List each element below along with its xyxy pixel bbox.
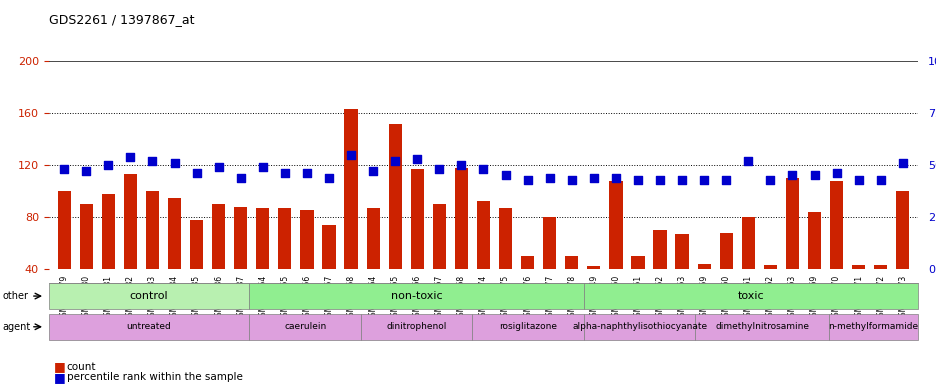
Point [872,177,887,183]
Point [850,177,865,183]
Bar [80,204,93,321]
Text: alpha-naphthylisothiocyanate: alpha-naphthylisothiocyanate [571,322,707,331]
Bar [696,264,710,321]
Text: percentile rank within the sample: percentile rank within the sample [66,372,242,382]
Bar [57,191,71,321]
Text: untreated: untreated [126,322,171,331]
Text: toxic: toxic [737,291,764,301]
Bar [256,208,270,321]
Bar [895,191,909,321]
Bar [212,204,225,321]
Point [189,170,204,177]
Point [895,160,910,166]
Bar [410,169,423,321]
Point [696,177,711,183]
Point [321,174,336,180]
Point [344,152,358,158]
Bar [675,234,688,321]
Bar [587,266,600,321]
Bar [432,204,446,321]
Bar [168,197,181,321]
Text: rosiglitazone: rosiglitazone [499,322,557,331]
Text: n-methylformamide: n-methylformamide [827,322,918,331]
Point [519,177,534,183]
Bar [719,233,732,321]
Text: count: count [66,362,95,372]
Bar [807,212,820,321]
Text: non-toxic: non-toxic [390,291,442,301]
Point [453,162,468,168]
Bar [300,210,314,321]
Bar [564,256,578,321]
Point [255,164,270,170]
Point [718,177,733,183]
Point [300,170,314,177]
Bar [102,194,115,321]
Text: control: control [129,291,168,301]
Bar [146,191,159,321]
Point [101,162,116,168]
Text: ■: ■ [53,371,66,384]
Point [277,170,292,177]
Point [740,158,755,164]
Point [630,177,645,183]
Bar [476,202,490,321]
Point [365,168,380,174]
Bar [543,217,556,321]
Point [674,177,689,183]
Bar [498,208,512,321]
Bar [124,174,137,321]
Point [607,174,622,180]
Bar [190,220,203,321]
Text: agent: agent [3,322,31,332]
Point [123,154,138,160]
Bar [829,181,842,321]
Text: dinitrophenol: dinitrophenol [386,322,446,331]
Point [784,172,799,179]
Point [806,172,821,179]
Point [431,166,446,172]
Bar [873,265,886,321]
Bar [741,217,754,321]
Point [56,166,71,172]
Point [167,160,182,166]
Bar [388,124,402,321]
Bar [608,181,622,321]
Point [762,177,777,183]
Point [409,156,424,162]
Bar [234,207,247,321]
Point [498,172,513,179]
Point [79,168,94,174]
Point [145,158,160,164]
Bar [344,109,358,321]
Bar [366,208,379,321]
Point [211,164,226,170]
Bar [454,168,468,321]
Bar [631,256,644,321]
Text: GDS2261 / 1397867_at: GDS2261 / 1397867_at [49,13,194,26]
Text: other: other [3,291,29,301]
Point [542,174,557,180]
Point [475,166,490,172]
Bar [763,265,776,321]
Point [388,158,402,164]
Text: caerulein: caerulein [284,322,326,331]
Point [651,177,666,183]
Point [586,174,601,180]
Bar [278,208,291,321]
Bar [652,230,665,321]
Bar [785,178,798,321]
Point [828,170,843,177]
Bar [520,256,534,321]
Bar [322,225,335,321]
Point [233,174,248,180]
Point [563,177,578,183]
Text: dimethylnitrosamine: dimethylnitrosamine [714,322,809,331]
Bar [851,265,864,321]
Text: ■: ■ [53,360,66,373]
